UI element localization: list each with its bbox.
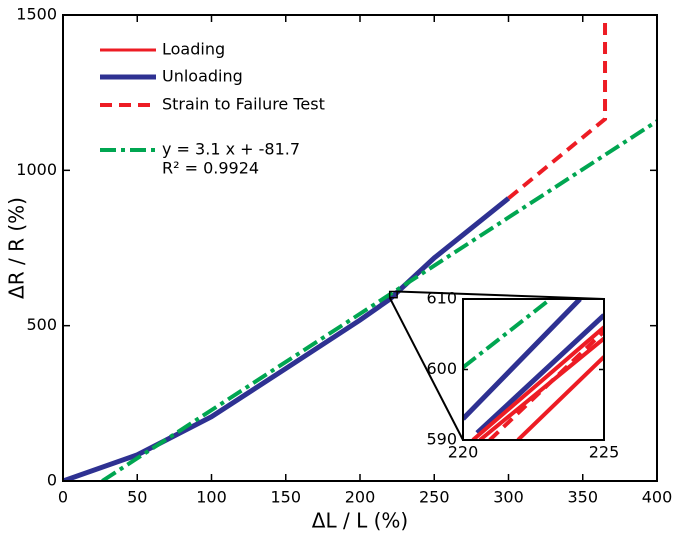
zoom-box <box>388 290 398 299</box>
plot-frame <box>462 298 605 441</box>
x-tick-label: 350 <box>567 488 598 507</box>
data-line <box>475 313 604 435</box>
zoom-connector <box>388 297 464 441</box>
series-group <box>463 299 604 440</box>
data-line <box>478 336 604 440</box>
plot-frame <box>62 14 658 482</box>
y-tick-label: 1000 <box>16 160 57 179</box>
legend-label: Unloading <box>162 67 243 86</box>
data-line <box>516 355 604 440</box>
x-tick-label: 250 <box>419 488 450 507</box>
data-line <box>471 325 604 440</box>
legend-label: y = 3.1 x + -81.7 <box>162 140 300 159</box>
data-line <box>507 15 608 200</box>
y-tick-label: 0 <box>47 471 57 490</box>
x-tick-label: 200 <box>345 488 376 507</box>
y-tick-label: 610 <box>426 289 457 308</box>
x-tick-label: 150 <box>270 488 301 507</box>
zoom-connector <box>397 290 605 300</box>
x-tick-label: 400 <box>642 488 673 507</box>
data-line <box>488 329 604 440</box>
y-tick-label: 1500 <box>16 5 57 24</box>
plot-area <box>463 299 604 440</box>
data-line <box>63 196 511 481</box>
data-line <box>463 299 552 369</box>
x-tick-label: 50 <box>127 488 147 507</box>
legend-label: Strain to Failure Test <box>162 95 325 114</box>
legend-label: Loading <box>162 40 225 59</box>
data-line <box>101 119 657 481</box>
y-axis-label: ΔR / R (%) <box>5 197 29 299</box>
annotation: R² = 0.9924 <box>162 159 259 178</box>
y-tick-label: 500 <box>26 315 57 334</box>
x-tick-label: 225 <box>589 443 620 462</box>
data-line <box>463 299 582 421</box>
x-tick-label: 300 <box>493 488 524 507</box>
x-axis-label: ΔL / L (%) <box>312 509 408 533</box>
x-tick-label: 220 <box>448 443 479 462</box>
y-tick-label: 590 <box>426 430 457 449</box>
series-group <box>63 15 657 481</box>
x-tick-label: 0 <box>58 488 68 507</box>
y-tick-label: 600 <box>426 359 457 378</box>
x-tick-label: 100 <box>196 488 227 507</box>
